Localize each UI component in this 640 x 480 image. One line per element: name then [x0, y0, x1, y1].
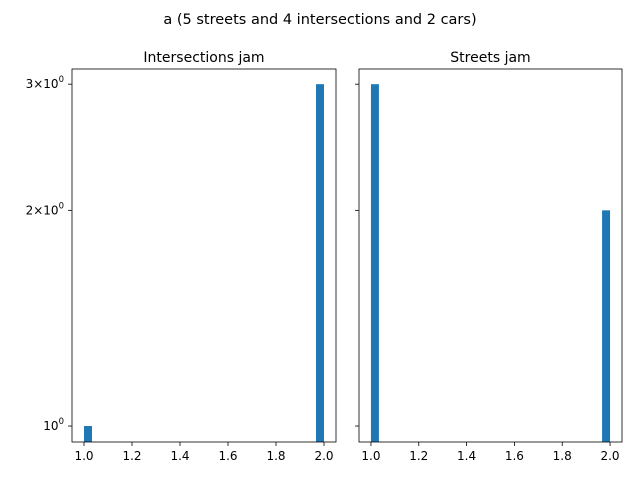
bar-0	[370, 84, 379, 442]
x-tick-label: 1.2	[409, 449, 428, 463]
y-tick-label: 100	[43, 417, 64, 433]
x-tick-label: 1.8	[553, 449, 572, 463]
y-tick-label: 3×100	[26, 75, 64, 91]
x-tick-label: 1.2	[122, 449, 141, 463]
x-tick-label: 1.8	[266, 449, 285, 463]
bar-1	[316, 84, 324, 442]
x-tick-label: 1.6	[218, 449, 237, 463]
axes-frame	[71, 68, 337, 443]
x-tick-label: 1.0	[74, 449, 93, 463]
x-tick-label: 1.0	[361, 449, 380, 463]
x-tick-label: 2.0	[600, 449, 619, 463]
y-tick-label: 2×100	[26, 201, 64, 217]
x-tick-label: 1.4	[170, 449, 189, 463]
streets-jam-panel: Streets jam 1.0 1.2 1.4 1.6 1.8 2.0	[355, 50, 623, 463]
figure-suptitle: a (5 streets and 4 intersections and 2 c…	[163, 12, 476, 28]
axes-frame	[358, 68, 623, 443]
bar-0	[84, 426, 92, 442]
bar-1	[602, 210, 611, 442]
x-tick-label: 1.4	[457, 449, 476, 463]
x-tick-label: 1.6	[505, 449, 524, 463]
intersections-jam-panel: Intersections jam 1.0 1.2 1.4 1.6 1.8 2.0 100 2×…	[26, 50, 337, 463]
panel-title: Streets jam	[450, 50, 530, 66]
panel-title: Intersections jam	[143, 50, 264, 66]
x-tick-label: 2.0	[314, 449, 333, 463]
